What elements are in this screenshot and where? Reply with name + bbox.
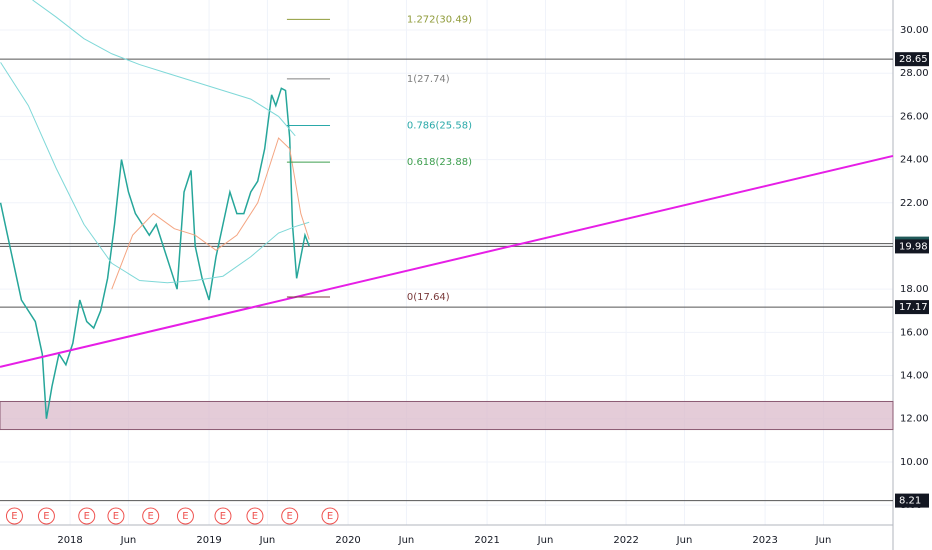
y-tick-label: 12.00 (900, 414, 929, 425)
price-series (0, 62, 310, 284)
y-tick-label: 10.00 (900, 457, 929, 468)
y-tick-label: 16.00 (900, 327, 929, 338)
earnings-label: E (43, 511, 49, 522)
earnings-label: E (148, 511, 154, 522)
earnings-label: E (11, 511, 17, 522)
x-tick-label: Jun (120, 535, 137, 546)
y-tick-label: 30.00 (900, 25, 929, 36)
earnings-label: E (113, 511, 119, 522)
earnings-marker (176, 507, 194, 525)
price-tag-label: 17.17 (899, 302, 928, 313)
earnings-marker (37, 507, 55, 525)
y-tick-label: 18.00 (900, 284, 929, 295)
y-tick-label: 24.00 (900, 155, 929, 166)
x-tick-label: Jun (398, 535, 415, 546)
earnings-marker (321, 507, 339, 525)
x-tick-label: 2021 (474, 535, 499, 546)
fib-label: 1(27.74) (407, 74, 450, 85)
x-tick-label: 2020 (335, 535, 360, 546)
price-series (0, 87, 310, 419)
price-tag (895, 493, 929, 508)
earnings-label: E (84, 511, 90, 522)
x-tick-label: Jun (815, 535, 832, 546)
x-tick-label: 2022 (613, 535, 638, 546)
trend-line (0, 154, 894, 368)
x-tick-label: 2023 (752, 535, 777, 546)
x-tick-label: Jun (676, 535, 693, 546)
price-tag (895, 239, 929, 254)
earnings-marker (142, 507, 160, 525)
earnings-marker (107, 507, 125, 525)
earnings-label: E (287, 511, 293, 522)
y-tick-label: 28.00 (900, 68, 929, 79)
y-tick-label: 14.00 (900, 371, 929, 382)
price-series (111, 137, 310, 290)
fib-label: 0(17.64) (407, 292, 450, 303)
price-tag-label: 8.21 (899, 496, 921, 507)
x-tick-label: 2018 (57, 535, 82, 546)
earnings-label: E (252, 511, 258, 522)
fib-label: 1.272(30.49) (407, 14, 472, 25)
price-tag-label: 19.98 (899, 241, 928, 252)
earnings-label: E (327, 511, 333, 522)
y-tick-label: 22.00 (900, 198, 929, 209)
y-tick-label: 26.00 (900, 111, 929, 122)
x-tick-label: Jun (259, 535, 276, 546)
fib-label: 0.618(23.88) (407, 157, 472, 168)
x-tick-label: Jun (537, 535, 554, 546)
earnings-marker (5, 507, 23, 525)
earnings-marker (214, 507, 232, 525)
zone (0, 400, 894, 431)
price-series (32, 0, 296, 137)
price-tag (895, 52, 929, 67)
earnings-marker (281, 507, 299, 525)
fib-label: 0.786(25.58) (407, 120, 472, 131)
earnings-marker (78, 507, 96, 525)
x-tick-label: 2019 (196, 535, 221, 546)
price-tag (895, 300, 929, 315)
earnings-marker (246, 507, 264, 525)
earnings-label: E (182, 511, 188, 522)
price-tag-label: 28.65 (899, 54, 928, 65)
earnings-label: E (220, 511, 226, 522)
